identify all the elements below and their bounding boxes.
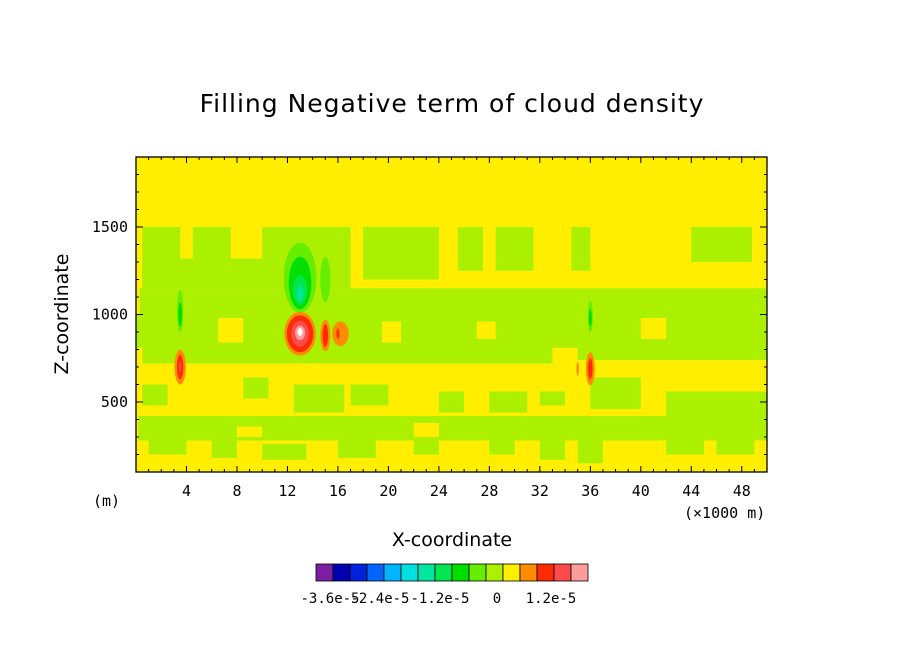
field-notch <box>476 321 496 339</box>
field-band <box>243 377 269 399</box>
field-band <box>489 440 515 455</box>
field-notch <box>382 321 402 343</box>
positive-anomaly <box>322 324 329 347</box>
field-band <box>148 437 187 455</box>
field-band <box>571 227 591 271</box>
x-tick-label: 36 <box>581 482 599 500</box>
positive-anomaly <box>178 361 182 373</box>
x-tick-label: 44 <box>682 482 700 500</box>
field-notch <box>413 423 439 437</box>
x-tick-label: 4 <box>182 482 191 500</box>
x-unit-note: (m) <box>93 492 120 510</box>
positive-anomaly <box>297 328 303 336</box>
field-band <box>489 391 528 413</box>
x-scale-note: (×1000 m) <box>684 504 765 522</box>
field-band <box>438 391 465 413</box>
colorbar-swatch <box>400 563 419 582</box>
colorbar-swatch <box>485 563 504 582</box>
x-tick-label: 24 <box>430 482 448 500</box>
colorbar-label: 0 <box>493 591 501 607</box>
x-tick-label: 28 <box>480 482 498 500</box>
colorbar-label: -3.6e-5 <box>300 591 359 607</box>
field-band <box>293 384 345 413</box>
field-band <box>139 288 767 315</box>
plot-area <box>136 157 767 472</box>
x-tick-label: 12 <box>278 482 296 500</box>
y-tick-label: 1500 <box>92 218 128 236</box>
colorbar-label: -1.2e-5 <box>410 591 469 607</box>
colorbar-swatch <box>332 563 351 582</box>
negative-anomaly <box>296 285 304 302</box>
x-tick-label: 20 <box>379 482 397 500</box>
field-band <box>413 437 439 455</box>
colorbar-swatch <box>468 563 487 582</box>
field-notch <box>236 426 263 437</box>
field-band <box>716 433 755 455</box>
field-band <box>211 437 237 458</box>
field-band <box>337 440 376 458</box>
colorbar-swatch <box>570 563 589 582</box>
field-band <box>691 227 752 262</box>
field-band <box>457 227 484 271</box>
positive-anomaly <box>576 361 579 376</box>
chart-title: Filling Negative term of cloud density <box>200 89 705 118</box>
field-notch <box>640 318 667 339</box>
x-tick-label: 40 <box>632 482 650 500</box>
colorbar-swatch <box>451 563 470 582</box>
x-tick-label: 48 <box>733 482 751 500</box>
field-band <box>495 227 534 271</box>
x-tick-label: 16 <box>329 482 347 500</box>
colorbar-swatch <box>366 563 385 582</box>
field-band <box>590 377 641 409</box>
x-axis-ticks: 4 8 12 16 20 24 28 32 36 40 44 48 <box>148 157 755 500</box>
y-axis-ticks: 500 1000 1500 <box>92 156 767 473</box>
field-band <box>666 437 704 455</box>
field-band <box>142 384 168 406</box>
field-band <box>539 391 566 406</box>
field-band <box>577 347 767 360</box>
colorbar <box>315 563 589 582</box>
positive-anomaly <box>336 328 340 339</box>
field-band <box>142 258 351 289</box>
colorbar-swatch <box>519 563 538 582</box>
positive-anomaly <box>588 358 593 380</box>
colorbar-swatch <box>502 563 521 582</box>
y-tick-label: 1000 <box>92 306 128 324</box>
x-tick-label: 32 <box>531 482 549 500</box>
field-band <box>539 437 566 460</box>
x-tick-label: 8 <box>232 482 241 500</box>
field-band <box>577 437 603 464</box>
field-notch <box>218 318 244 343</box>
y-tick-label: 500 <box>101 393 128 411</box>
field-band <box>138 416 767 441</box>
colorbar-swatch <box>434 563 453 582</box>
positive-anomaly <box>332 321 349 346</box>
field-band <box>350 384 389 406</box>
colorbar-labels: -3.6e-5-2.4e-5 -1.2e-5 0 1.2e-5 <box>300 591 576 607</box>
x-axis-label: X-coordinate <box>392 529 512 551</box>
colorbar-swatch <box>417 563 436 582</box>
colorbar-swatch <box>383 563 402 582</box>
colorbar-swatch <box>553 563 572 582</box>
y-axis-label: Z-coordinate <box>51 254 73 375</box>
colorbar-swatch <box>315 563 334 582</box>
negative-anomaly <box>178 302 183 327</box>
field-band <box>666 391 767 416</box>
negative-anomaly <box>588 309 592 327</box>
colorbar-label: -2.4e-5 <box>350 591 409 607</box>
colorbar-swatch <box>536 563 555 582</box>
field-band <box>363 227 439 280</box>
field-band <box>142 347 553 364</box>
negative-anomaly <box>320 256 331 303</box>
field-band <box>262 444 307 460</box>
colorbar-label: 1.2e-5 <box>526 591 577 607</box>
colorbar-swatch <box>349 563 368 582</box>
